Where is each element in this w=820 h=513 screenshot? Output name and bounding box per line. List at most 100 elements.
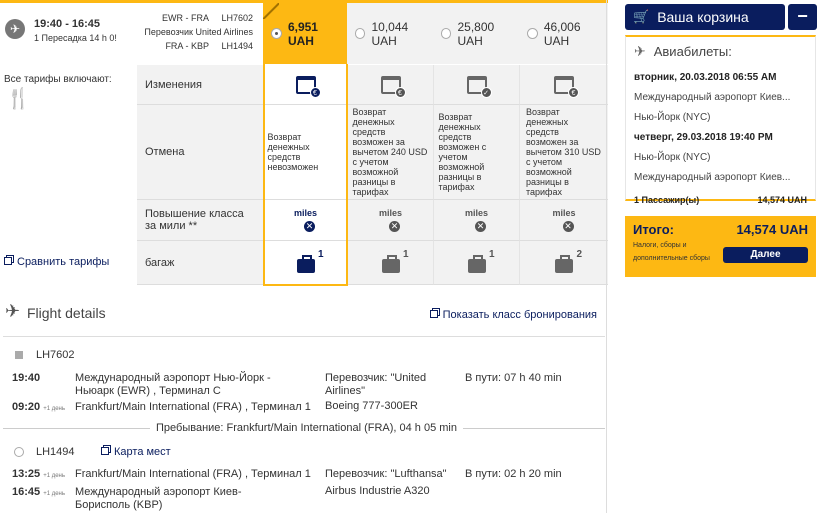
seg1-code: LH7602	[221, 13, 253, 23]
row-label-changes: Изменения	[137, 65, 263, 105]
baggage-count: 1	[317, 248, 324, 260]
cart-button[interactable]: 🛒 Ваша корзина	[625, 4, 785, 30]
cart-section-title: Авиабилеты:	[653, 44, 732, 59]
fare-radio[interactable]	[355, 28, 366, 39]
fare-option-1[interactable]: 6,951 UAH	[263, 3, 347, 64]
airline-logo-icon	[15, 351, 23, 359]
subtotal: 14,574 UAH	[757, 195, 807, 205]
fare-option-4[interactable]: 46,006 UAH	[519, 3, 608, 64]
next-button[interactable]: Далее	[723, 247, 808, 263]
changes-cell: ✓	[433, 65, 519, 105]
return-from: Нью-Йорк (NYC)	[634, 152, 711, 163]
duration: В пути: 02 h 20 min	[465, 468, 562, 480]
dep-airport: Frankfurt/Main International (FRA) , Тер…	[75, 468, 311, 480]
fare-radio[interactable]	[527, 28, 538, 39]
show-class-link[interactable]: Показать класс бронирования	[429, 309, 597, 321]
outbound-date: вторник, 20.03.2018 06:55 AM	[634, 72, 777, 83]
fare-price: 46,006 UAH	[543, 19, 581, 48]
flight-stops: 1 Пересадка 14 h 0!	[34, 33, 117, 43]
cutlery-icon: 🍴	[6, 88, 31, 110]
changes-cell: €	[347, 65, 433, 105]
carrier: Перевозчик: "Lufthansa"	[325, 468, 447, 480]
not-included-icon: ✕	[475, 221, 486, 232]
airline-logo-icon	[14, 447, 24, 457]
divider	[3, 336, 605, 337]
fare-price: 25,800 UAH	[457, 19, 495, 48]
return-to: Международный аэропорт Киев...	[634, 172, 791, 183]
seg1-route: EWR - FRA	[161, 13, 209, 23]
day-offset: +1 день	[43, 406, 65, 412]
carrier: Перевозчик: "United Airlines"	[325, 372, 427, 397]
includes-label: Все тарифы включают:	[4, 74, 112, 85]
compare-fares-link[interactable]: Сравнить тарифы	[4, 256, 109, 268]
row-label-baggage: багаж	[137, 241, 263, 285]
fare-price: 6,951 UAH	[287, 19, 318, 48]
carrier: Перевозчик United Airlines	[144, 27, 253, 37]
cancel-text: Возврат денежных средств возможен за выч…	[352, 107, 428, 197]
suitcase-icon: 1	[381, 249, 409, 273]
passenger-count: 1 Пассажир(ы)	[634, 195, 700, 205]
fare-option-3[interactable]: 25,800 UAH	[433, 3, 519, 64]
compare-label: Сравнить тарифы	[17, 256, 110, 268]
details-title: Flight details	[27, 305, 106, 321]
suitcase-icon: 1	[467, 249, 495, 273]
fare-radio[interactable]	[271, 28, 282, 39]
miles-label: miles	[464, 208, 488, 218]
suitcase-icon: 1	[296, 249, 324, 273]
popup-icon	[101, 447, 109, 455]
cancel-text: Возврат денежных средств возможен с учет…	[438, 112, 487, 192]
duration: В пути: 07 h 40 min	[465, 372, 562, 384]
popup-icon	[4, 257, 12, 265]
not-included-icon: ✕	[304, 221, 315, 232]
arr-airport: Международный аэропорт Киев-Борисполь (K…	[75, 486, 242, 511]
baggage-cell: 2	[519, 241, 608, 285]
fees-note: Налоги, сборы и дополнительные сборы	[633, 242, 710, 262]
fare-radio[interactable]	[441, 28, 452, 39]
collapse-cart-button[interactable]: −	[788, 4, 817, 30]
calendar-euro-icon: €	[554, 75, 579, 98]
total-box: Итого: 14,574 UAH Налоги, сборы и дополни…	[625, 216, 816, 277]
not-included-icon: ✕	[389, 221, 400, 232]
miles-label: miles	[293, 208, 317, 218]
day-offset: +1 день	[43, 473, 65, 479]
suitcase-icon: 2	[555, 249, 582, 273]
return-date: четверг, 29.03.2018 19:40 PM	[634, 132, 773, 143]
total-label: Итого:	[633, 222, 674, 237]
cancel-cell: Возврат денежных средств возможен за выч…	[519, 105, 608, 200]
changes-cell: €	[263, 65, 347, 105]
upgrade-cell: miles ✕	[263, 200, 347, 241]
cart-title: Ваша корзина	[657, 9, 749, 25]
not-included-icon: ✕	[562, 221, 574, 232]
seat-map-label: Карта мест	[114, 446, 171, 458]
arr-time: 16:45	[12, 486, 41, 498]
dep-time: 13:25	[12, 468, 41, 480]
dep-time: 19:40	[12, 372, 41, 384]
flight-times: 19:40 - 16:45	[34, 18, 101, 30]
baggage-count: 1	[488, 248, 495, 260]
plane-icon: ✈	[5, 19, 25, 39]
cancel-cell: Возврат денежных средств невозможен	[263, 105, 347, 200]
outbound-to: Нью-Йорк (NYC)	[634, 112, 711, 123]
miles-label: miles	[552, 208, 576, 218]
layover: Пребывание: Frankfurt/Main International…	[150, 422, 463, 434]
calendar-check-icon: ✓	[466, 75, 492, 98]
baggage-cell: 1	[263, 241, 347, 285]
baggage-cell: 1	[433, 241, 519, 285]
upgrade-cell: miles ✕	[347, 200, 433, 241]
arr-airport: Frankfurt/Main International (FRA) , Тер…	[75, 401, 311, 413]
calendar-euro-icon: €	[295, 75, 321, 98]
popup-icon	[429, 310, 438, 318]
arr-time: 09:20	[12, 401, 41, 413]
plane-icon: ✈	[634, 43, 646, 59]
plane-icon: ✈	[5, 301, 21, 321]
upgrade-cell: miles ✕	[433, 200, 519, 241]
fare-option-2[interactable]: 10,044 UAH	[347, 3, 433, 64]
changes-cell: €	[519, 65, 608, 105]
dep-airport: Международный аэропорт Нью-Йорк - Ньюарк…	[75, 372, 271, 397]
selected-corner-icon	[263, 3, 279, 19]
flight-summary: ✈ 19:40 - 16:45 1 Пересадка 14 h 0! EWR …	[0, 3, 263, 64]
seat-map-link[interactable]: Карта мест	[101, 446, 171, 458]
cancel-cell: Возврат денежных средств возможен за выч…	[347, 105, 433, 200]
calendar-euro-icon: €	[380, 75, 406, 98]
cancel-text: Возврат денежных средств возможен за выч…	[526, 107, 601, 197]
